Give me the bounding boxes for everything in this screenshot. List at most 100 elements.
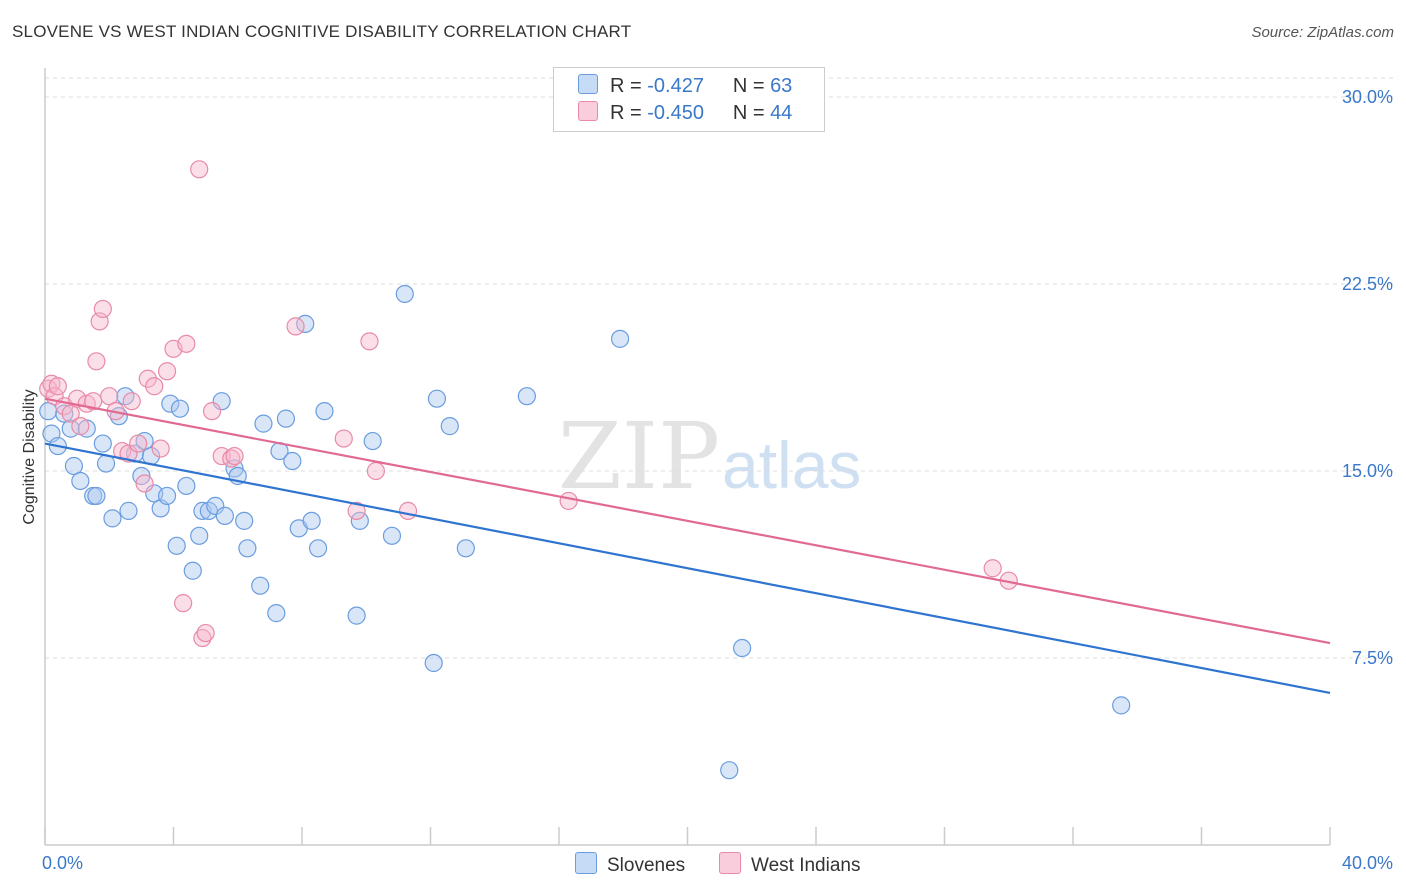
legend-r-label: R = xyxy=(610,75,642,97)
slovenes-point-57 xyxy=(456,539,475,558)
legend-n-value-west-indians: 44 xyxy=(770,102,793,124)
y-axis-label: Cognitive Disability xyxy=(21,389,38,524)
watermark-atlas: atlas xyxy=(722,428,861,502)
slovenes-point-22 xyxy=(157,486,177,506)
slovenes-point-24 xyxy=(167,536,186,555)
y-tick-label-1: 15.0% xyxy=(1342,461,1393,481)
slovenes-point-5 xyxy=(64,456,84,476)
slovenes-point-25 xyxy=(170,399,190,418)
slovenes-point-62 xyxy=(1112,696,1131,715)
axes xyxy=(44,68,1331,846)
slovenes-point-23 xyxy=(161,394,180,413)
west-indians-point-23 xyxy=(157,362,177,381)
west-indians-point-40 xyxy=(559,491,578,511)
bottom-legend-west-indians: West Indians xyxy=(719,852,860,877)
slovenes-point-48 xyxy=(315,402,334,421)
west-indians-point-36 xyxy=(347,501,366,520)
west-indians-point-18 xyxy=(129,434,148,453)
source-label: Source: ZipAtlas.com xyxy=(1251,24,1394,41)
slovenes-point-42 xyxy=(276,409,296,428)
west-indians-swatch-icon xyxy=(578,101,598,121)
west-indians-point-38 xyxy=(366,461,385,481)
legend-n-label: N = xyxy=(732,75,765,97)
bottom-legend-slovenes-label: Slovenes xyxy=(607,855,686,876)
west-indians-point-37 xyxy=(360,332,379,351)
slovenes-point-9 xyxy=(87,486,106,506)
slovenes-point-12 xyxy=(103,509,122,528)
west-indians-trend-line xyxy=(44,397,1331,645)
watermark-zip: ZIP xyxy=(558,403,720,510)
slovenes-point-28 xyxy=(190,526,209,545)
west-indians-point-29 xyxy=(196,623,215,643)
gridlines xyxy=(45,77,1393,659)
data-points xyxy=(39,160,1131,780)
y-tick-label-2: 22.5% xyxy=(1342,274,1393,294)
slovenes-point-50 xyxy=(350,511,369,530)
west-indians-point-16 xyxy=(119,444,138,463)
slovenes-trend-line xyxy=(44,442,1331,694)
slovenes-point-60 xyxy=(720,761,739,780)
slovenes-legend-icon xyxy=(575,852,597,874)
tick-labels: 7.5% 15.0% 22.5% 30.0% 0.0% 40.0% xyxy=(42,87,1393,873)
west-indians-point-19 xyxy=(135,474,154,493)
x-tick-label-0: 0.0% xyxy=(42,853,83,873)
slovenes-point-31 xyxy=(206,496,225,516)
slovenes-point-56 xyxy=(440,417,459,436)
x-tick-label-1: 40.0% xyxy=(1342,853,1393,873)
slovenes-point-55 xyxy=(427,389,447,408)
west-indians-point-34 xyxy=(286,317,305,336)
west-indians-point-28 xyxy=(193,628,212,648)
y-tick-label-0: 7.5% xyxy=(1352,648,1393,668)
west-indians-point-3 xyxy=(48,377,67,396)
slovenes-point-39 xyxy=(254,414,273,433)
west-indians-point-20 xyxy=(138,369,157,388)
west-indians-point-10 xyxy=(87,352,106,371)
west-indians-point-12 xyxy=(93,299,112,319)
west-indians-point-13 xyxy=(100,387,119,406)
west-indians-point-41 xyxy=(983,559,1002,578)
slovenes-point-37 xyxy=(238,539,257,558)
west-indians-point-26 xyxy=(177,334,196,353)
slovenes-point-3 xyxy=(55,404,74,423)
west-indians-point-5 xyxy=(61,404,80,423)
y-tick-label-3: 30.0% xyxy=(1342,87,1393,107)
legend-row-west-indians: R = -0.450 N = 44 xyxy=(578,101,792,127)
slovenes-swatch-icon xyxy=(578,74,598,94)
west-indians-point-27 xyxy=(190,160,209,179)
trend-lines xyxy=(44,397,1331,694)
slovenes-point-61 xyxy=(733,638,752,658)
west-indians-point-7 xyxy=(71,417,90,436)
slovenes-point-15 xyxy=(119,501,138,520)
west-indians-point-33 xyxy=(225,446,244,466)
legend: R = -0.427 N = 63 R = -0.450 N = 44 xyxy=(553,67,825,132)
bottom-legend-slovenes: Slovenes xyxy=(575,852,685,877)
legend-n-value-slovenes: 63 xyxy=(770,75,793,97)
slovenes-point-6 xyxy=(71,471,90,491)
slovenes-point-54 xyxy=(424,653,443,673)
west-indians-point-25 xyxy=(174,594,193,613)
slovenes-point-40 xyxy=(267,604,286,623)
slovenes-point-32 xyxy=(212,392,231,411)
slovenes-point-26 xyxy=(177,476,196,496)
slovenes-point-36 xyxy=(235,511,254,530)
west-indians-point-32 xyxy=(222,449,241,468)
slovenes-point-59 xyxy=(610,329,630,348)
slovenes-point-53 xyxy=(395,284,414,304)
chart-title: SLOVENE VS WEST INDIAN COGNITIVE DISABIL… xyxy=(12,22,632,41)
slovenes-point-43 xyxy=(283,451,302,471)
west-indians-legend-icon xyxy=(719,852,741,874)
legend-r-value-slovenes: -0.427 xyxy=(647,75,704,97)
slovenes-point-46 xyxy=(302,511,321,530)
bottom-legend-west-indians-label: West Indians xyxy=(751,855,861,876)
west-indians-point-22 xyxy=(151,439,170,458)
legend-r-value-west-indians: -0.450 xyxy=(647,102,704,124)
slovenes-point-51 xyxy=(363,431,382,451)
slovenes-point-10 xyxy=(93,434,112,453)
west-indians-point-35 xyxy=(334,429,353,448)
legend-r-label: R = xyxy=(610,102,642,124)
slovenes-point-52 xyxy=(382,526,402,545)
slovenes-point-33 xyxy=(215,506,234,525)
legend-n-label: N = xyxy=(732,102,765,124)
slovenes-point-58 xyxy=(517,387,536,406)
